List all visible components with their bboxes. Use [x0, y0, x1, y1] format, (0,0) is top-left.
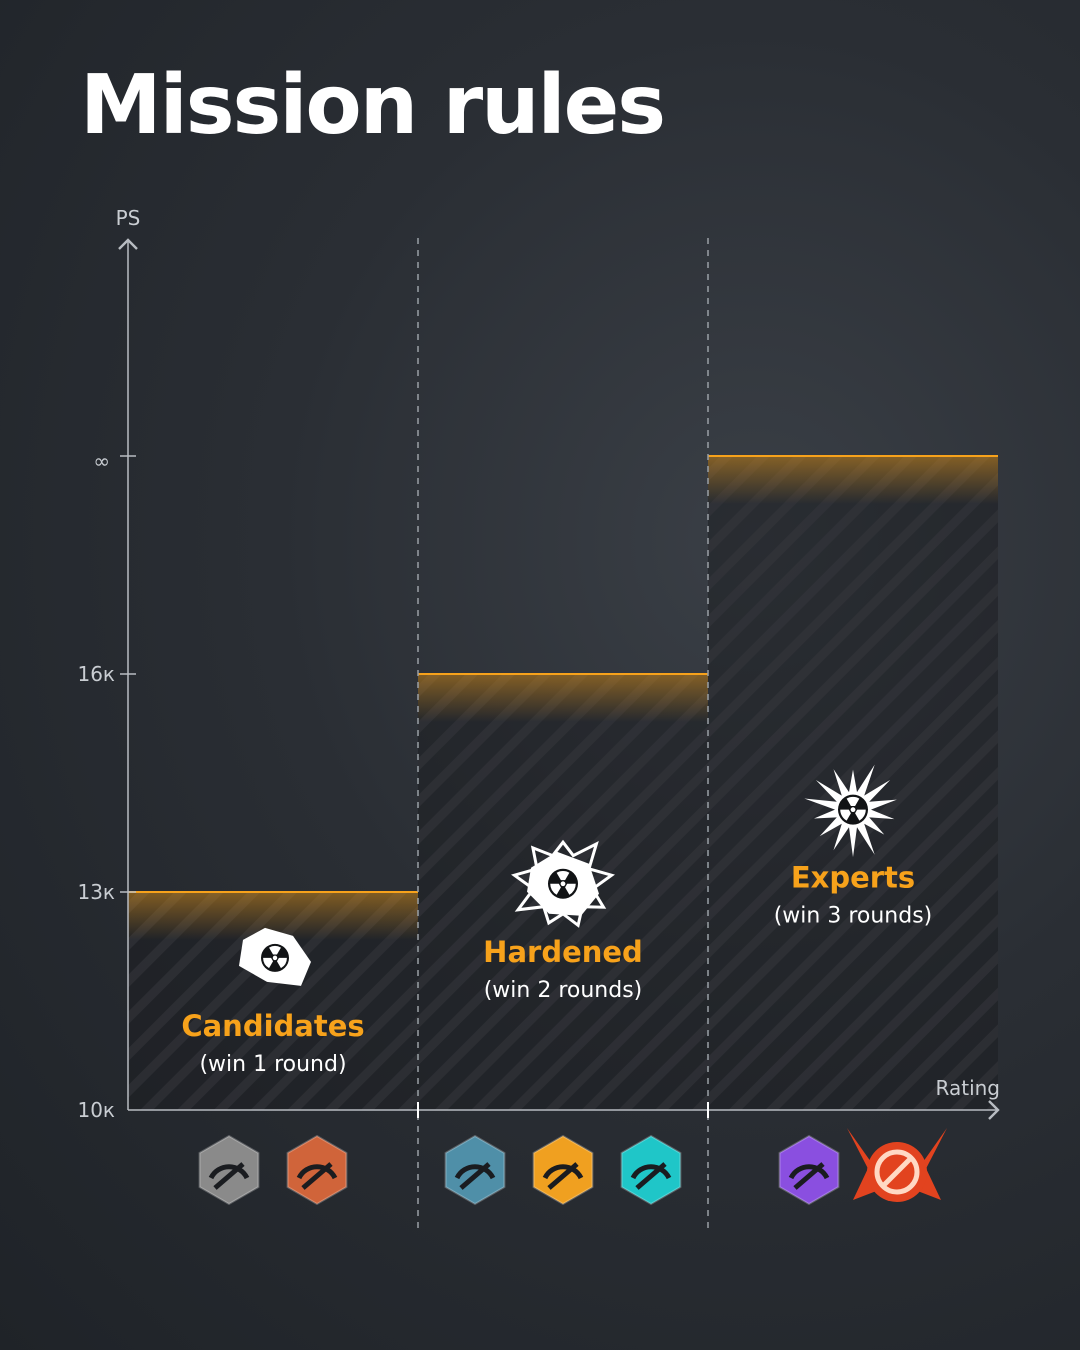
y-tick-label: 10к — [77, 1098, 115, 1122]
tier-name: Candidates — [181, 1009, 364, 1043]
rank-badge-red-winged-icon — [847, 1128, 947, 1202]
tier-bar-glow — [708, 456, 998, 504]
tier-name: Hardened — [483, 935, 643, 969]
y-tick-label: 16к — [77, 662, 115, 686]
tier-subtitle: (win 3 rounds) — [774, 904, 933, 929]
y-tick-label: ∞ — [93, 449, 110, 473]
rock-radiation-icon — [239, 927, 311, 986]
rank-badge-bronze-icon — [286, 1134, 348, 1206]
x-axis-label: Rating — [936, 1076, 1000, 1100]
cracking-rock-radiation-icon — [511, 839, 615, 928]
rank-badge-steel-blue-icon — [444, 1134, 506, 1206]
y-axis-label: PS — [116, 206, 141, 230]
rank-badge-cyan-icon — [620, 1134, 682, 1206]
tier-subtitle: (win 1 round) — [199, 1052, 346, 1077]
tier-name: Experts — [791, 861, 915, 895]
rank-badge-gold-icon — [532, 1134, 594, 1206]
tier-subtitle: (win 2 rounds) — [484, 978, 643, 1003]
rank-badge-purple-icon — [778, 1134, 840, 1206]
rank-badge-gray-icon — [198, 1134, 260, 1206]
page-title: Mission rules — [80, 58, 666, 153]
tier-bar-glow — [418, 674, 708, 722]
y-tick-label: 13к — [77, 880, 115, 904]
explosion-radiation-icon — [804, 764, 897, 858]
